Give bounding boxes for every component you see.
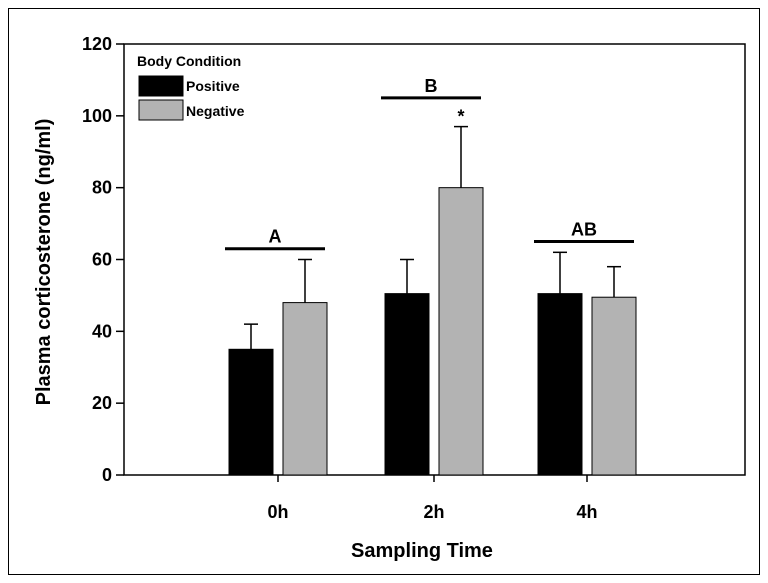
legend: Body Condition Positive Negative <box>137 53 245 121</box>
figure-frame <box>8 8 760 575</box>
x-axis: 0h 2h 4h <box>267 475 598 522</box>
y-tick-label: 60 <box>92 250 112 270</box>
legend-label-negative: Negative <box>186 103 245 119</box>
y-tick-label: 40 <box>92 321 112 341</box>
y-tick-label: 80 <box>92 178 112 198</box>
bar-negative-4h <box>591 296 637 476</box>
error-bars <box>244 125 621 350</box>
y-tick-label: 120 <box>82 34 112 54</box>
group-letter-2h: B <box>425 76 438 96</box>
y-tick-label: 100 <box>82 106 112 126</box>
x-axis-title: Sampling Time <box>351 540 493 562</box>
group-letter-0h: A <box>269 227 282 247</box>
bar-positive-0h <box>228 348 274 476</box>
bar-negative-0h <box>282 302 328 476</box>
y-tick-label: 20 <box>92 393 112 413</box>
y-axis: 0 20 40 60 80 100 120 <box>82 34 124 485</box>
y-axis-title: Plasma corticosterone (ng/ml) <box>33 119 55 406</box>
x-tick-label: 2h <box>423 502 444 522</box>
y-tick-label: 0 <box>102 465 112 485</box>
bars <box>228 187 637 476</box>
legend-swatch-negative <box>138 99 184 121</box>
group-letter-4h: AB <box>571 220 597 240</box>
bar-positive-4h <box>537 293 583 476</box>
legend-title: Body Condition <box>137 53 241 69</box>
bar-negative-2h <box>438 187 484 476</box>
legend-swatch-positive <box>138 75 184 97</box>
x-tick-label: 4h <box>576 502 597 522</box>
bar-positive-2h <box>384 293 430 476</box>
x-tick-label: 0h <box>267 502 288 522</box>
significance-marker: * <box>457 107 464 127</box>
legend-label-positive: Positive <box>186 78 240 94</box>
